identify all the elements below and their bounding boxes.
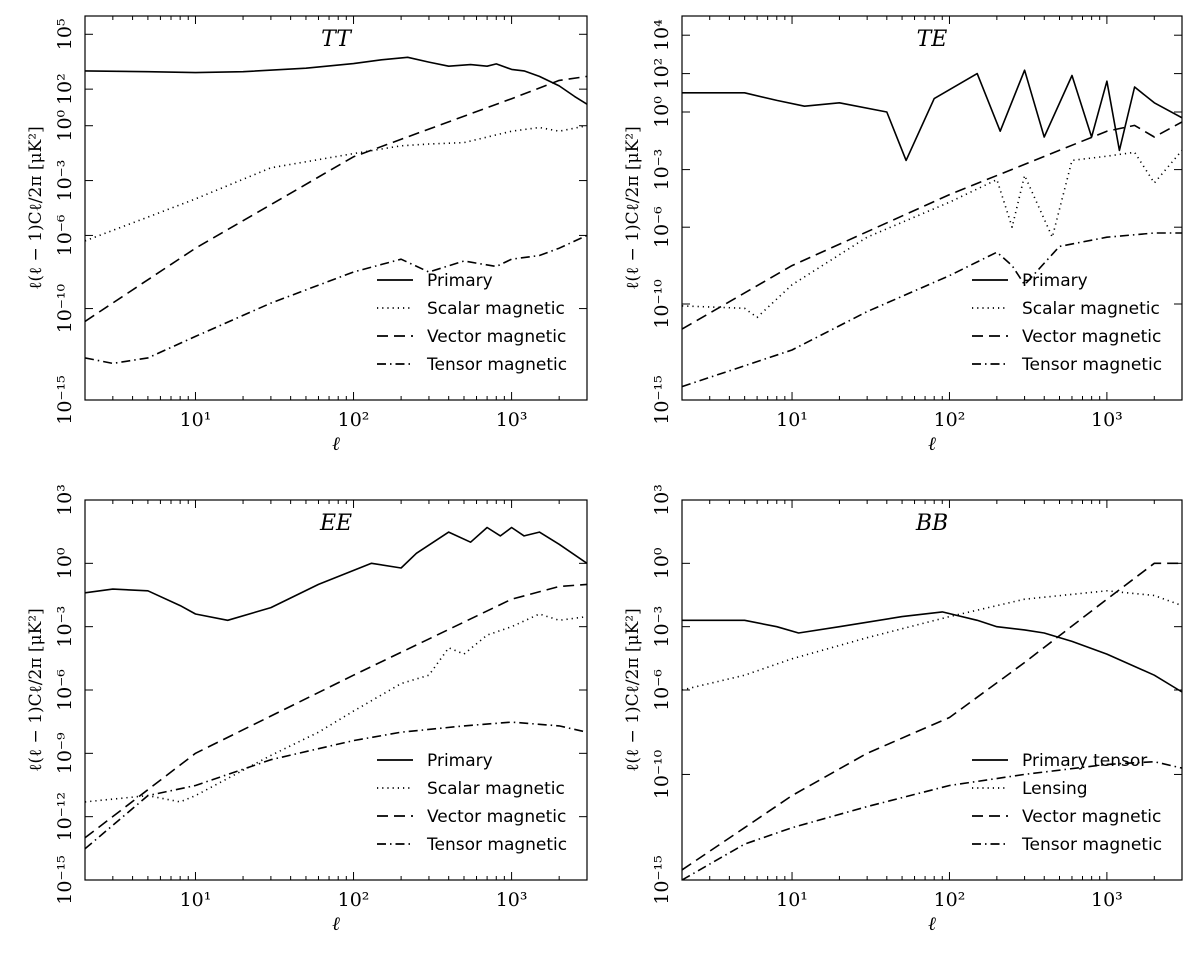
series-line-scalar-magnetic [682,149,1182,319]
panel-title: BB [915,511,948,536]
series-line-primary [85,56,587,105]
series-line-vector-magnetic [682,121,1182,330]
x-tick-label: 10² [338,409,370,431]
panel-bb: 10¹ 10² 10³ 10⁻¹⁵ 10⁻¹⁰ 10⁻⁶ 10⁻³ 10⁰ 10³ BB ℓ ℓ(ℓ … [623,484,1183,935]
axes-frame [84,499,588,881]
legend-label: Scalar magnetic [427,299,565,319]
series-line-tensor-magnetic [85,234,587,365]
y-tick-label: 10² [651,58,673,90]
y-tick-label: 10⁻³ [651,149,673,191]
axes-frame [84,15,588,401]
legend-label: Primary [1022,271,1088,291]
x-tick-label: 10¹ [776,889,808,911]
y-tick-label: 10² [54,73,76,105]
series-line-vector-magnetic [85,75,587,323]
y-tick-label: 10⁻³ [54,160,76,202]
series-line-tensor-magnetic [682,760,1182,880]
y-tick-label: 10⁻¹⁰ [54,283,76,333]
panel-tt: 10¹ 10² 10³ 10⁻¹⁵ 10⁻¹⁰ 10⁻⁶ 10⁻³ 10⁰ 10² 10⁵ TT ℓ ℓ… [26,15,588,455]
legend-label: Scalar magnetic [1022,299,1160,319]
y-tick-label: 10⁻¹⁰ [651,279,673,329]
legend-label: Primary tensor [1022,751,1147,771]
legend-label: Tensor magnetic [426,355,567,375]
x-axis-label: ℓ [332,433,340,455]
y-tick-label: 10⁻¹⁰ [651,749,673,799]
y-axis-label: ℓ(ℓ − 1)Cℓ/2π [μK²] [623,126,643,290]
y-axis-label: ℓ(ℓ − 1)Cℓ/2π [μK²] [623,608,643,772]
x-tick-label: 10² [934,889,966,911]
panel-te: 10¹ 10² 10³ 10⁻¹⁵ 10⁻¹⁰ 10⁻⁶ 10⁻³ 10⁰ 10² 10⁴ TE ℓ ℓ… [623,15,1183,455]
y-tick-label: 10⁻⁹ [54,732,76,774]
series-line-scalar-magnetic [85,613,587,803]
x-tick-label: 10³ [496,889,528,911]
legend-label: Vector magnetic [1022,807,1161,827]
legend-label: Vector magnetic [427,807,566,827]
y-tick-label: 10⁻³ [651,606,673,648]
x-tick-label: 10¹ [180,409,212,431]
y-tick-label: 10⁵ [54,18,76,50]
axes-frame [681,15,1183,401]
y-tick-label: 10⁻¹⁵ [651,855,673,904]
x-axis-label: ℓ [928,433,936,455]
x-axis-label: ℓ [928,913,936,935]
legend-label: Vector magnetic [427,327,566,347]
y-axis-label: ℓ(ℓ − 1)Cℓ/2π [μK²] [26,608,46,772]
series-line-vector-magnetic [85,583,587,839]
series-line-primary [682,69,1182,162]
legend-label: Tensor magnetic [1021,835,1162,855]
y-tick-label: 10⁻⁶ [651,206,673,248]
series-line-primary-tensor [682,611,1182,693]
y-tick-label: 10⁻³ [54,606,76,648]
axes-frame [681,499,1183,881]
legend-label: Tensor magnetic [426,835,567,855]
y-tick-label: 10⁴ [651,19,673,51]
y-axis-label: ℓ(ℓ − 1)Cℓ/2π [μK²] [26,126,46,290]
series-line-vector-magnetic [682,562,1182,871]
y-tick-label: 10⁻¹² [54,792,76,841]
x-tick-label: 10¹ [180,889,212,911]
legend-label: Primary [427,751,493,771]
y-tick-label: 10⁰ [54,547,76,579]
x-tick-label: 10² [338,889,370,911]
series-line-tensor-magnetic [85,721,587,850]
y-tick-label: 10⁻¹⁵ [651,375,673,424]
y-tick-label: 10⁰ [651,547,673,579]
panel-ee: 10¹ 10² 10³ 10⁻¹⁵ 10⁻¹² 10⁻⁹ 10⁻⁶ 10⁻³ 10⁰ 10³ EE ℓ… [26,484,588,935]
series-line-tensor-magnetic [682,232,1182,388]
legend-label: Vector magnetic [1022,327,1161,347]
x-tick-label: 10² [934,409,966,431]
y-tick-label: 10⁻¹⁵ [54,375,76,424]
panel-title: TT [321,27,353,52]
panel-title: EE [319,511,352,536]
x-tick-label: 10³ [496,409,528,431]
legend-label: Primary [427,271,493,291]
y-tick-label: 10⁰ [54,109,76,141]
x-tick-label: 10¹ [776,409,808,431]
panel-title: TE [917,27,948,52]
series-line-lensing [682,589,1182,691]
x-tick-label: 10³ [1091,409,1123,431]
x-axis-label: ℓ [332,913,340,935]
y-tick-label: 10⁰ [651,96,673,128]
series-line-primary [85,526,587,622]
x-tick-label: 10³ [1091,889,1123,911]
series-line-scalar-magnetic [85,124,587,242]
legend-label: Tensor magnetic [1021,355,1162,375]
y-tick-label: 10⁻¹⁵ [54,855,76,904]
y-tick-label: 10⁻⁶ [54,669,76,711]
legend-label: Scalar magnetic [427,779,565,799]
y-tick-label: 10³ [651,484,673,516]
y-tick-label: 10⁻⁶ [54,214,76,256]
legend-label: Lensing [1022,779,1088,799]
y-tick-label: 10⁻⁶ [651,669,673,711]
y-tick-label: 10³ [54,484,76,516]
